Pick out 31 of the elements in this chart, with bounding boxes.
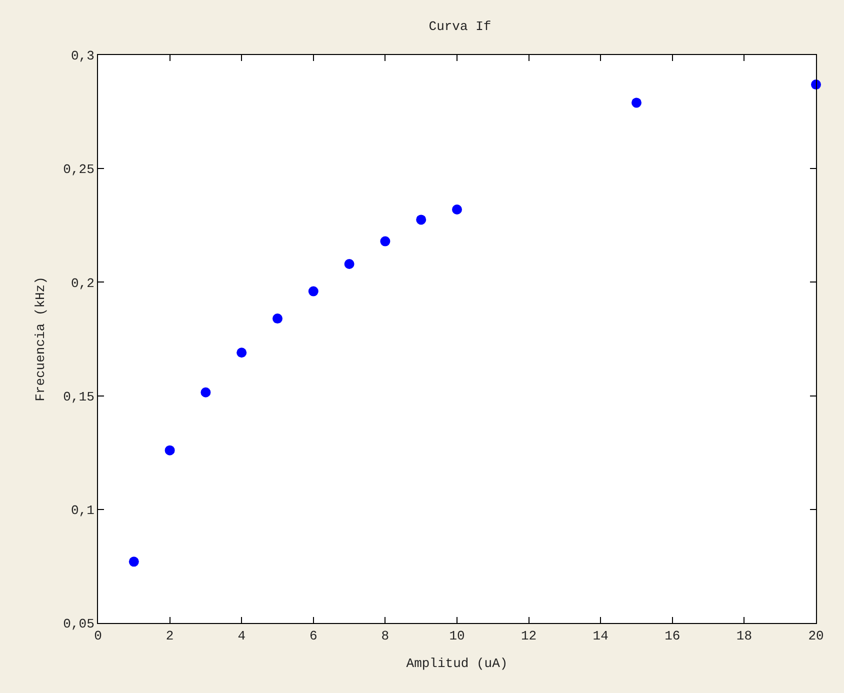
x-axis-title: Amplitud (uA) bbox=[406, 656, 508, 672]
x-tick-label: 2 bbox=[166, 628, 174, 644]
y-tick-label: 0,1 bbox=[70, 502, 95, 518]
x-tick-label: 16 bbox=[664, 628, 680, 644]
y-axis-title: Frecuencia (kHz) bbox=[33, 276, 48, 402]
point bbox=[344, 259, 354, 270]
x-tick-label: 0 bbox=[94, 628, 102, 644]
x-tick-label: 10 bbox=[449, 628, 465, 644]
point bbox=[632, 98, 642, 108]
x-tick-label: 14 bbox=[592, 628, 609, 644]
point bbox=[416, 214, 426, 225]
y-tick-label: 0,15 bbox=[63, 389, 94, 404]
point bbox=[308, 286, 318, 296]
y-tick-label: 0,05 bbox=[63, 616, 94, 632]
x-tick-label: 6 bbox=[309, 628, 318, 644]
x-tick-label: 12 bbox=[520, 628, 537, 644]
x-tick-label: 8 bbox=[381, 628, 390, 644]
point bbox=[164, 445, 175, 456]
point bbox=[272, 314, 282, 324]
y-tick-label: 0,25 bbox=[63, 162, 94, 178]
y-tick-label: 0,3 bbox=[70, 48, 94, 64]
point bbox=[380, 236, 390, 246]
point bbox=[200, 387, 211, 398]
x-tick-label: 4 bbox=[238, 628, 246, 644]
chart-title: Curva If bbox=[428, 18, 492, 34]
x-tick-label: 20 bbox=[808, 628, 824, 644]
point bbox=[236, 348, 247, 358]
point bbox=[128, 556, 139, 567]
x-tick-label: 18 bbox=[736, 628, 752, 644]
y-tick-label: 0,2 bbox=[70, 276, 94, 291]
point bbox=[452, 204, 462, 214]
